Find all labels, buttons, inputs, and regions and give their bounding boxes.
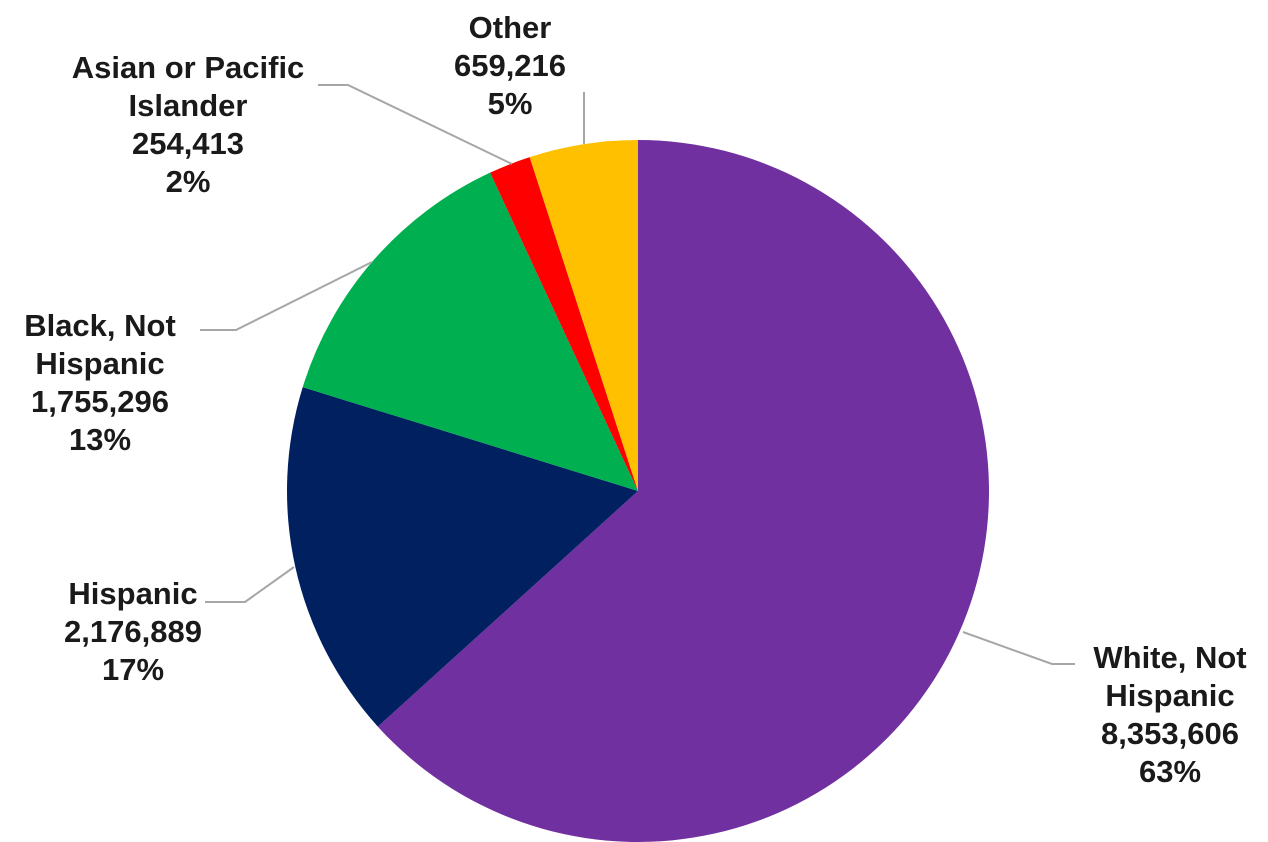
- leader-lines: [200, 84, 1075, 665]
- data-label: Asian or Pacific Islander 254,413 2%: [72, 50, 305, 199]
- leader-line: [200, 261, 373, 331]
- data-label: Black, Not Hispanic 1,755,296 13%: [24, 308, 176, 457]
- leader-line: [318, 84, 513, 165]
- data-label: White, Not Hispanic 8,353,606 63%: [1093, 640, 1246, 789]
- pie-slice-other: [529, 140, 638, 491]
- data-label: Hispanic 2,176,889 17%: [64, 576, 202, 687]
- pie-slice-hispanic: [287, 387, 638, 727]
- leader-line: [205, 566, 295, 603]
- pie-slice-asian-or-pacific-islander: [490, 157, 638, 491]
- pie-slice-white-not-hispanic: [377, 140, 989, 842]
- leader-line: [962, 631, 1075, 665]
- pie-slice-black-not-hispanic: [302, 172, 638, 492]
- data-labels: White, Not Hispanic 8,353,606 63% Hispanic 2,…: [24, 10, 1246, 789]
- data-label: Other 659,216 5%: [454, 10, 566, 121]
- pie-slices: [287, 140, 989, 842]
